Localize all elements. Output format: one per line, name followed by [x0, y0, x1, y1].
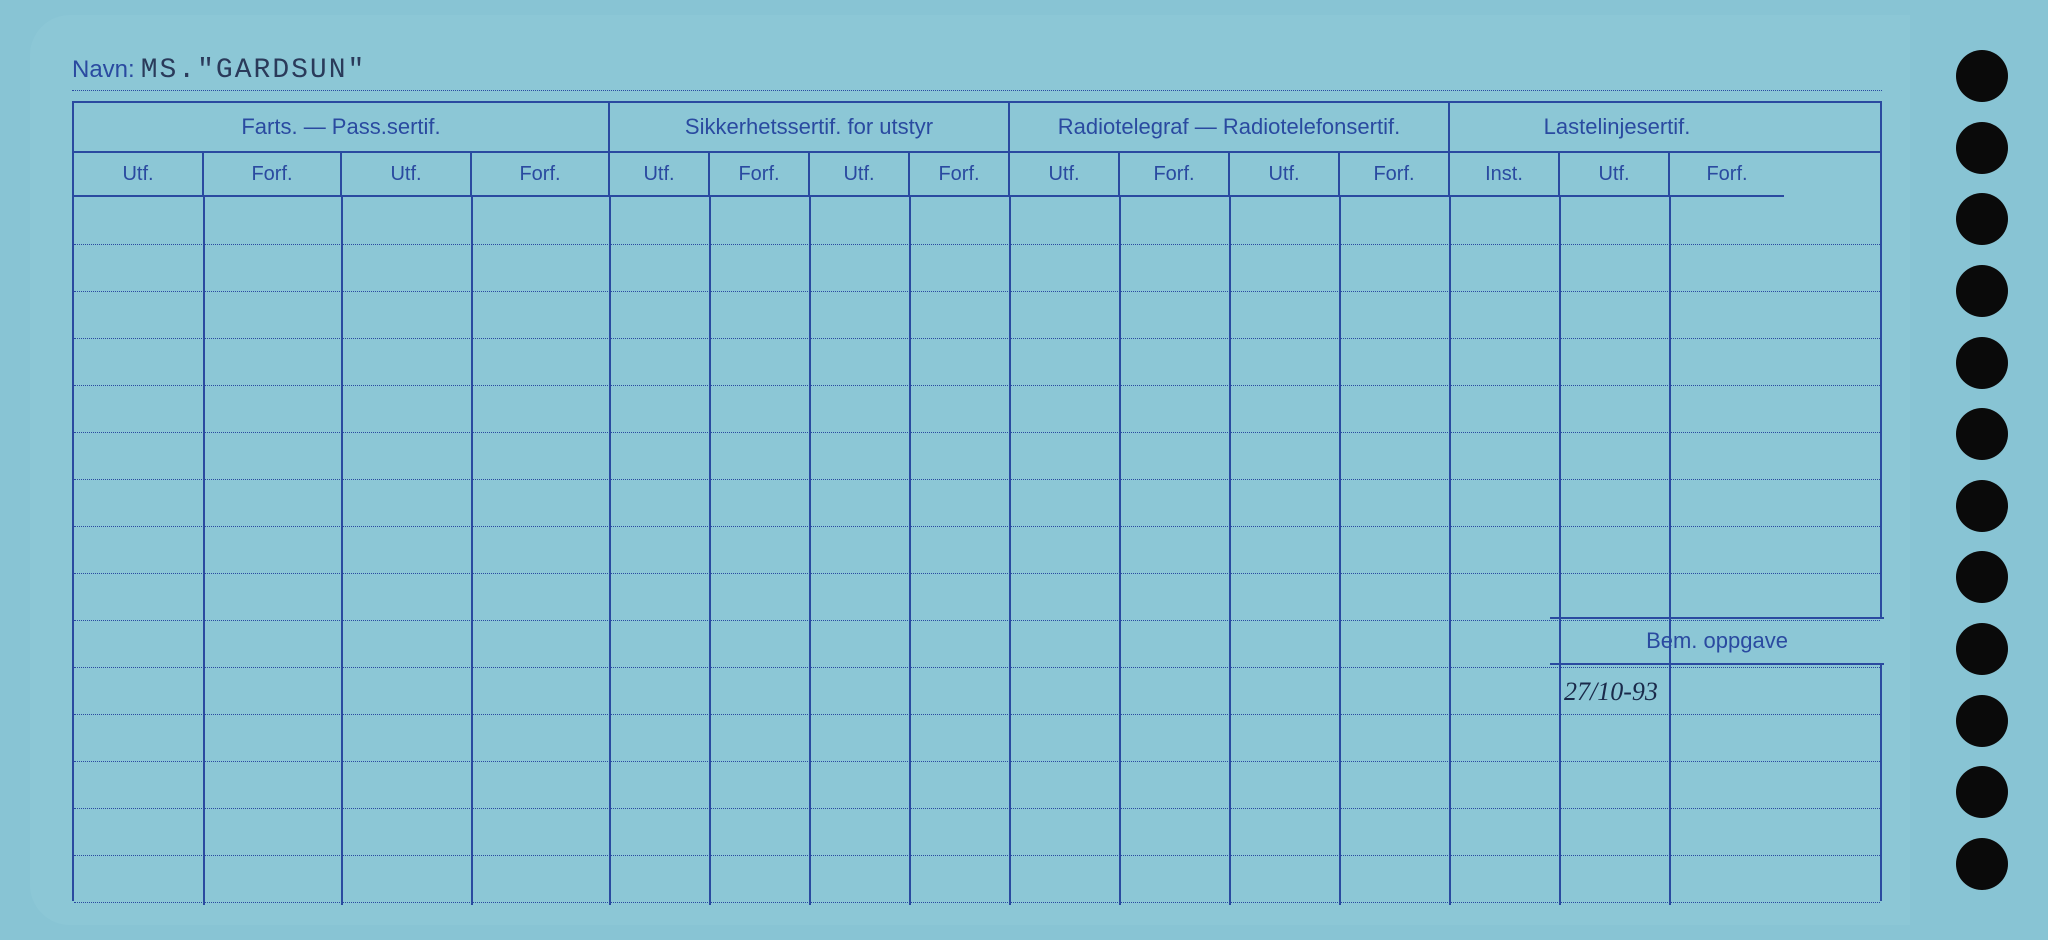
sub-header: Forf.	[204, 153, 342, 197]
row-line	[74, 573, 1880, 574]
navn-row: Navn: MS."GARDSUN"	[72, 55, 1882, 91]
record-card: Navn: MS."GARDSUN" Farts. — Pass.sertif.…	[30, 15, 1910, 925]
row-line	[74, 291, 1880, 292]
punch-hole	[1956, 193, 2008, 245]
sub-header: Forf.	[1340, 153, 1450, 197]
row-line	[74, 808, 1880, 809]
column-divider	[1449, 197, 1451, 905]
sub-header: Forf.	[910, 153, 1010, 197]
row-line	[74, 761, 1880, 762]
row-line	[74, 338, 1880, 339]
sub-header: Utf.	[74, 153, 204, 197]
column-divider	[809, 197, 811, 905]
punch-hole	[1956, 695, 2008, 747]
handwritten-date: 27/10-93	[1564, 677, 1658, 707]
row-line	[74, 432, 1880, 433]
column-divider	[1339, 197, 1341, 905]
group-header: Sikkerhetssertif. for utstyr	[610, 103, 1010, 151]
group-header: Lastelinjesertif.	[1450, 103, 1784, 151]
row-line	[74, 855, 1880, 856]
certificate-grid: Farts. — Pass.sertif.Sikkerhetssertif. f…	[72, 101, 1882, 901]
column-divider	[1009, 197, 1011, 905]
row-line	[74, 479, 1880, 480]
sub-header: Utf.	[1010, 153, 1120, 197]
sub-header: Utf.	[810, 153, 910, 197]
row-line	[74, 714, 1880, 715]
group-header-row: Farts. — Pass.sertif.Sikkerhetssertif. f…	[74, 103, 1880, 153]
punch-hole	[1956, 50, 2008, 102]
column-divider	[609, 197, 611, 905]
punch-hole	[1956, 265, 2008, 317]
sub-header: Utf.	[1560, 153, 1670, 197]
navn-value: MS."GARDSUN"	[141, 55, 367, 86]
punch-holes	[1956, 50, 2016, 890]
column-divider	[709, 197, 711, 905]
sub-header: Forf.	[710, 153, 810, 197]
punch-hole	[1956, 408, 2008, 460]
column-divider	[341, 197, 343, 905]
column-divider	[1559, 197, 1561, 905]
bem-oppgave-label: Bem. oppgave	[1550, 617, 1884, 665]
column-divider	[909, 197, 911, 905]
sub-header: Utf.	[610, 153, 710, 197]
row-line	[74, 244, 1880, 245]
sub-header: Forf.	[472, 153, 610, 197]
group-header: Farts. — Pass.sertif.	[74, 103, 610, 151]
sub-header-row: Utf.Forf.Utf.Forf.Utf.Forf.Utf.Forf.Utf.…	[74, 153, 1880, 197]
bem-text: Bem. oppgave	[1646, 628, 1788, 654]
row-line	[74, 667, 1880, 668]
punch-hole	[1956, 551, 2008, 603]
navn-label: Navn:	[72, 56, 135, 84]
row-line	[74, 620, 1880, 621]
sub-header: Utf.	[1230, 153, 1340, 197]
sub-header: Forf.	[1670, 153, 1784, 197]
column-divider	[1119, 197, 1121, 905]
punch-hole	[1956, 480, 2008, 532]
sub-header: Inst.	[1450, 153, 1560, 197]
group-header: Radiotelegraf — Radiotelefonsertif.	[1010, 103, 1450, 151]
punch-hole	[1956, 623, 2008, 675]
row-line	[74, 385, 1880, 386]
column-divider	[203, 197, 205, 905]
punch-hole	[1956, 838, 2008, 890]
sub-header: Forf.	[1120, 153, 1230, 197]
column-divider	[1229, 197, 1231, 905]
sub-header: Utf.	[342, 153, 472, 197]
column-divider	[1669, 197, 1671, 905]
row-line	[74, 902, 1880, 903]
punch-hole	[1956, 122, 2008, 174]
data-area: Bem. oppgave 27/10-93	[74, 197, 1880, 905]
row-line	[74, 526, 1880, 527]
punch-hole	[1956, 766, 2008, 818]
column-divider	[471, 197, 473, 905]
punch-hole	[1956, 337, 2008, 389]
